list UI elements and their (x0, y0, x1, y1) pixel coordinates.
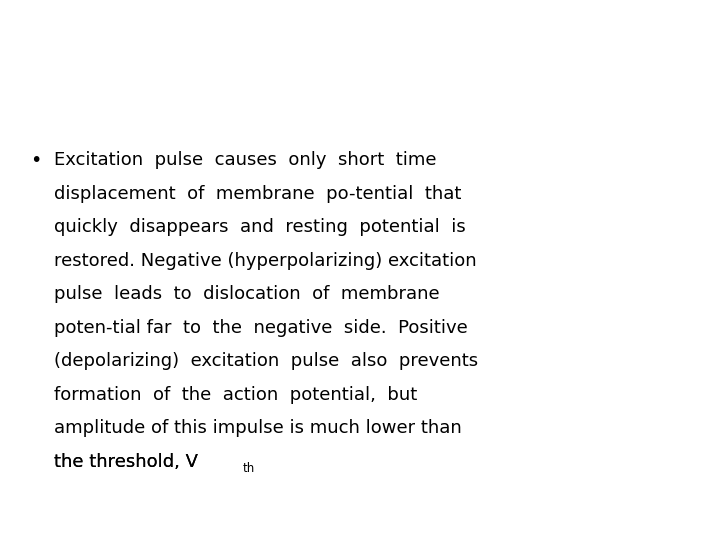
Text: formation  of  the  action  potential,  but: formation of the action potential, but (54, 386, 418, 403)
Text: •: • (30, 151, 42, 170)
Text: (depolarizing)  excitation  pulse  also  prevents: (depolarizing) excitation pulse also pre… (54, 352, 478, 370)
Text: displacement  of  membrane  po-tential  that: displacement of membrane po-tential that (54, 185, 462, 202)
Text: the threshold, V: the threshold, V (54, 453, 198, 470)
Text: th: th (243, 462, 255, 475)
Text: amplitude of this impulse is much lower than: amplitude of this impulse is much lower … (54, 419, 462, 437)
Text: the threshold, V: the threshold, V (54, 453, 198, 470)
Text: poten-tial far  to  the  negative  side.  Positive: poten-tial far to the negative side. Pos… (54, 319, 468, 336)
Text: restored. Negative (hyperpolarizing) excitation: restored. Negative (hyperpolarizing) exc… (54, 252, 477, 269)
Text: quickly  disappears  and  resting  potential  is: quickly disappears and resting potential… (54, 218, 466, 236)
Text: pulse  leads  to  dislocation  of  membrane: pulse leads to dislocation of membrane (54, 285, 440, 303)
Text: Excitation  pulse  causes  only  short  time: Excitation pulse causes only short time (54, 151, 436, 169)
